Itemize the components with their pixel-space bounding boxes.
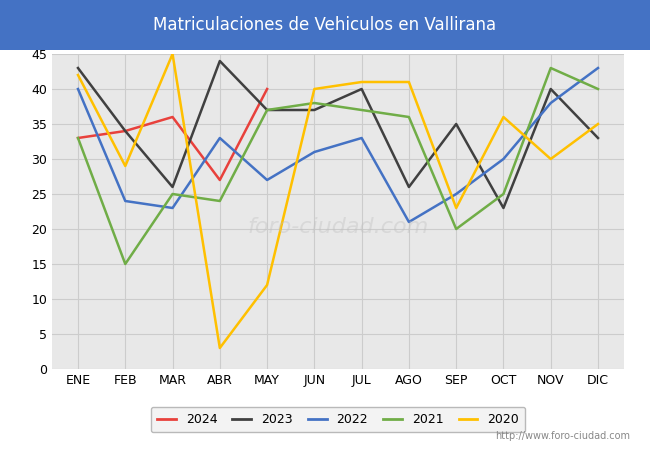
2021 <box>405 114 413 120</box>
2022 <box>547 100 554 106</box>
2021 <box>358 107 365 112</box>
2020 <box>122 163 129 169</box>
2024 <box>263 86 271 92</box>
2022 <box>405 219 413 225</box>
2021 <box>311 100 318 106</box>
2020 <box>263 282 271 288</box>
Line: 2023: 2023 <box>78 61 598 208</box>
2023 <box>594 135 602 141</box>
2023 <box>500 205 508 211</box>
2023 <box>74 65 82 71</box>
2024 <box>122 128 129 134</box>
Text: foro-ciudad.com: foro-ciudad.com <box>248 217 428 237</box>
2020 <box>74 72 82 78</box>
2024 <box>74 135 82 141</box>
2023 <box>405 184 413 190</box>
2022 <box>311 149 318 155</box>
2020 <box>311 86 318 92</box>
2022 <box>358 135 365 141</box>
Line: 2020: 2020 <box>78 54 598 348</box>
2022 <box>122 198 129 204</box>
2020 <box>547 156 554 162</box>
2021 <box>500 191 508 197</box>
Line: 2021: 2021 <box>78 68 598 264</box>
2021 <box>547 65 554 71</box>
2021 <box>122 261 129 267</box>
Text: Matriculaciones de Vehiculos en Vallirana: Matriculaciones de Vehiculos en Valliran… <box>153 16 497 34</box>
2020 <box>452 205 460 211</box>
2023 <box>358 86 365 92</box>
2022 <box>452 191 460 197</box>
2020 <box>500 114 508 120</box>
2023 <box>216 58 224 64</box>
2022 <box>216 135 224 141</box>
2024 <box>168 114 176 120</box>
2021 <box>263 107 271 112</box>
2021 <box>216 198 224 204</box>
2024 <box>216 177 224 183</box>
Line: 2022: 2022 <box>78 68 598 222</box>
2022 <box>263 177 271 183</box>
2021 <box>74 135 82 141</box>
2023 <box>311 107 318 112</box>
2023 <box>168 184 176 190</box>
2022 <box>74 86 82 92</box>
2020 <box>168 51 176 57</box>
2021 <box>594 86 602 92</box>
2022 <box>500 156 508 162</box>
2020 <box>358 79 365 85</box>
2023 <box>122 128 129 134</box>
Legend: 2024, 2023, 2022, 2021, 2020: 2024, 2023, 2022, 2021, 2020 <box>151 406 525 432</box>
2023 <box>263 107 271 112</box>
2023 <box>452 122 460 127</box>
2020 <box>405 79 413 85</box>
2020 <box>594 122 602 127</box>
2021 <box>452 226 460 232</box>
2022 <box>168 205 176 211</box>
2023 <box>547 86 554 92</box>
Line: 2024: 2024 <box>78 89 267 180</box>
2020 <box>216 345 224 351</box>
2021 <box>168 191 176 197</box>
Text: http://www.foro-ciudad.com: http://www.foro-ciudad.com <box>495 431 630 441</box>
2022 <box>594 65 602 71</box>
